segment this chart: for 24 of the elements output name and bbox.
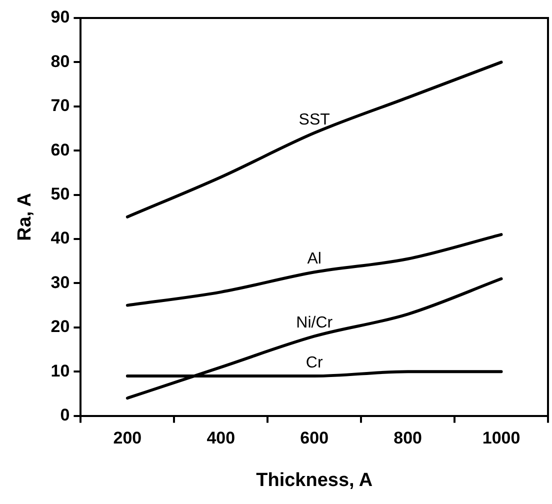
series-label: Cr [306, 354, 324, 372]
y-axis-title: Ra, A [14, 192, 36, 241]
y-tick-label: 60 [50, 140, 70, 160]
x-tick-label: 800 [394, 428, 422, 448]
x-axis-title: Thickness, A [256, 470, 373, 491]
y-tick-label: 0 [60, 405, 70, 424]
y-tick-label: 50 [50, 184, 70, 204]
x-tick-label: 400 [206, 428, 236, 448]
line-series [126, 233, 503, 307]
y-tick-label: 20 [50, 317, 70, 336]
y-tick-label: 10 [50, 361, 70, 380]
series-label: Al [307, 250, 322, 268]
y-tick-label: 40 [50, 228, 70, 248]
series-label: Ni/Cr [296, 314, 334, 332]
x-tick-label: 1000 [482, 428, 520, 448]
line-series [126, 277, 503, 400]
line-series [126, 60, 503, 218]
x-tick-label: 600 [300, 428, 329, 448]
y-tick-label: 90 [50, 8, 70, 27]
y-tick-label: 70 [50, 96, 70, 116]
y-tick-label: 80 [50, 52, 70, 71]
x-tick-label: 200 [113, 428, 142, 448]
y-tick-label: 30 [50, 272, 70, 292]
series-label: SST [298, 111, 330, 128]
